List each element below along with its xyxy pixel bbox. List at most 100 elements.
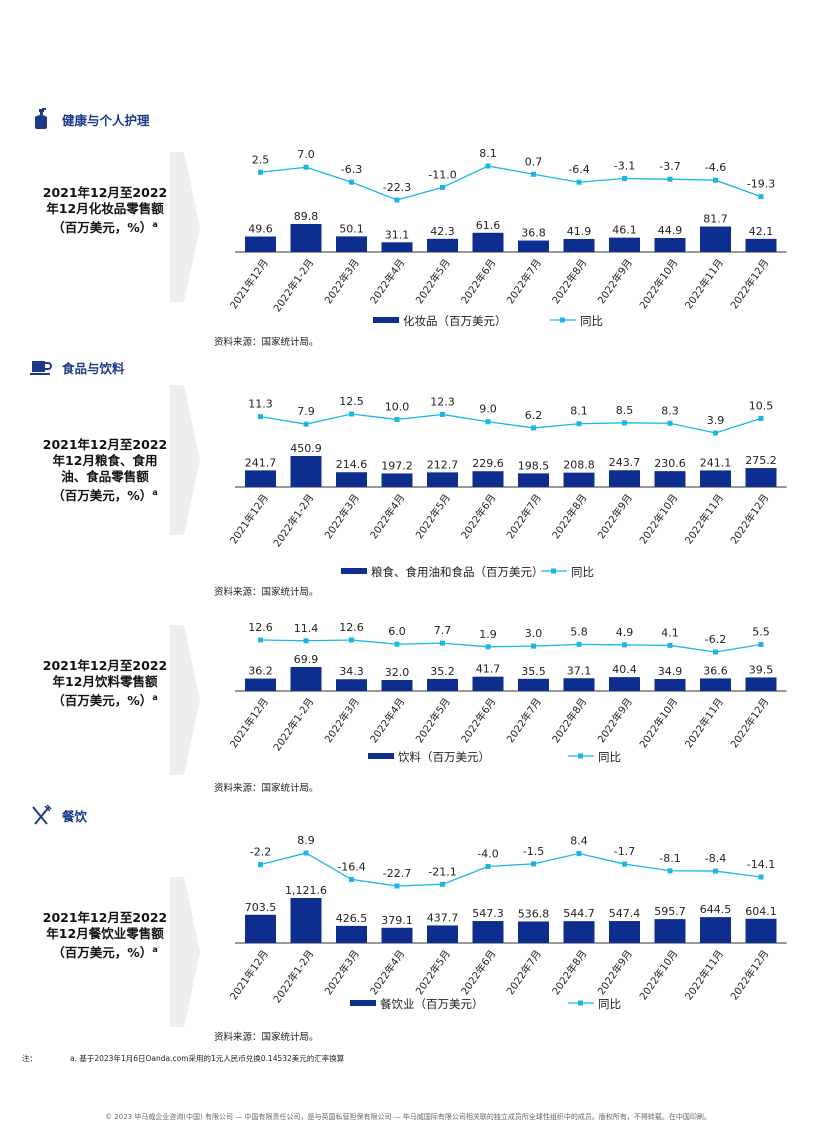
bar (609, 237, 640, 252)
line-value-label: -3.7 (659, 160, 680, 173)
bar (745, 238, 777, 252)
line-value-label: 7.9 (297, 405, 315, 418)
bar (290, 224, 322, 252)
x-tick-label: 2022年8月 (549, 491, 589, 541)
x-tick-label: 2022年12月 (727, 947, 771, 1002)
section-title: 食品与饮料 (62, 360, 125, 376)
yoy-point (440, 411, 445, 417)
bar (290, 667, 322, 691)
chart-title-line: （百万美元，%） (52, 488, 153, 504)
bar-value-label: 35.5 (521, 665, 546, 678)
bar (563, 678, 595, 691)
bar (654, 238, 686, 252)
x-tick-label: 2021年12月 (227, 695, 271, 750)
x-tick-label: 2022年10月 (636, 256, 680, 311)
yoy-point (394, 417, 400, 423)
bar (245, 914, 276, 943)
yoy-point (713, 649, 718, 655)
x-tick-label: 2022年10月 (636, 491, 680, 546)
section-header-health: 健康与个人护理 (30, 108, 150, 130)
line-value-label: -1.7 (614, 845, 635, 858)
yoy-point (667, 642, 673, 648)
x-tick-label: 2022年7月 (504, 256, 544, 306)
yoy-point (303, 421, 309, 427)
legend-bar-swatch (368, 753, 394, 759)
x-tick-label: 2022年3月 (322, 256, 362, 306)
bar-value-label: 703.5 (245, 901, 277, 914)
bar-value-label: 198.5 (518, 459, 550, 472)
yoy-line (260, 639, 762, 653)
bar (245, 470, 276, 487)
yoy-point (303, 850, 309, 856)
bar (336, 236, 367, 252)
bar-value-label: 36.6 (703, 664, 728, 677)
yoy-point (622, 176, 627, 182)
yoy-point (258, 862, 263, 868)
x-tick-label: 2022年9月 (595, 695, 635, 745)
note-text: a. 基于2023年1月6日Oanda.com采用的1元人民币兑换0.14532… (70, 1054, 345, 1063)
bar (745, 918, 777, 943)
x-tick-label: 2022年8月 (549, 256, 589, 306)
bar (472, 471, 504, 487)
x-tick-label: 2022年9月 (595, 491, 635, 541)
x-tick-label: 2021年12月 (227, 947, 271, 1002)
line-value-label: 1.9 (479, 628, 497, 641)
yoy-point (758, 415, 764, 421)
source-note: 资料来源：国家统计局。 (214, 587, 319, 598)
line-value-label: -22.3 (383, 181, 411, 194)
line-value-label: -19.3 (747, 178, 775, 191)
bar (290, 456, 322, 487)
legend-line-label: 同比 (580, 314, 603, 328)
yoy-point (485, 419, 491, 425)
line-value-label: 12.5 (339, 395, 364, 408)
x-tick-label: 2022年4月 (367, 695, 407, 745)
x-tick-label: 2022年9月 (595, 947, 635, 997)
bar-value-label: 379.1 (381, 914, 413, 927)
bar-value-label: 437.7 (427, 911, 459, 924)
yoy-point (394, 883, 400, 889)
bar (700, 226, 731, 252)
line-value-label: -16.4 (337, 860, 365, 873)
line-value-label: 11.4 (294, 622, 319, 635)
yoy-point (758, 874, 764, 880)
line-value-label: 8.1 (570, 405, 588, 418)
legend-line-label: 同比 (598, 750, 621, 764)
legend-line-marker (551, 568, 556, 574)
yoy-point (349, 179, 354, 185)
chart-title-cosmetics: 2021年12月至2022 年12月化妆品零售额 （百万美元，%）a (30, 185, 180, 236)
line-value-label: 8.4 (570, 835, 588, 848)
legend-bar-label: 化妆品（百万美元） (403, 314, 507, 328)
yoy-line (260, 165, 762, 201)
legend-line-marker (578, 1000, 583, 1006)
yoy-point (485, 644, 491, 650)
footnote-marker: a (152, 488, 158, 497)
line-value-label: -11.0 (428, 168, 456, 181)
line-value-label: 8.3 (661, 404, 679, 417)
x-tick-label: 2022年7月 (504, 947, 544, 997)
yoy-point (622, 861, 627, 867)
x-tick-label: 2022年4月 (367, 256, 407, 306)
line-value-label: 6.0 (388, 625, 406, 638)
source-note: 资料来源：国家统计局。 (214, 783, 319, 794)
x-tick-label: 2022年12月 (727, 256, 771, 311)
section-header-food: 食品与饮料 (30, 356, 125, 378)
legend-bar-label: 餐饮业（百万美元） (380, 997, 484, 1011)
bar (563, 238, 595, 252)
yoy-point (576, 641, 582, 647)
x-tick-label: 2022年11月 (682, 947, 726, 1002)
yoy-point (531, 425, 536, 431)
yoy-point (349, 411, 354, 417)
yoy-point (258, 169, 263, 175)
x-tick-label: 2022年7月 (504, 695, 544, 745)
line-value-label: 4.9 (616, 626, 634, 639)
bar (609, 470, 640, 487)
chevron-decoration (170, 152, 200, 302)
legend-bar-swatch (373, 317, 399, 323)
yoy-point (440, 184, 445, 190)
bar-value-label: 31.1 (385, 228, 410, 241)
line-value-label: -6.2 (705, 633, 726, 646)
line-value-label: 8.1 (479, 147, 497, 160)
chart-title-line: （百万美元，%） (52, 220, 153, 236)
yoy-point (394, 197, 400, 203)
yoy-point (303, 638, 309, 644)
